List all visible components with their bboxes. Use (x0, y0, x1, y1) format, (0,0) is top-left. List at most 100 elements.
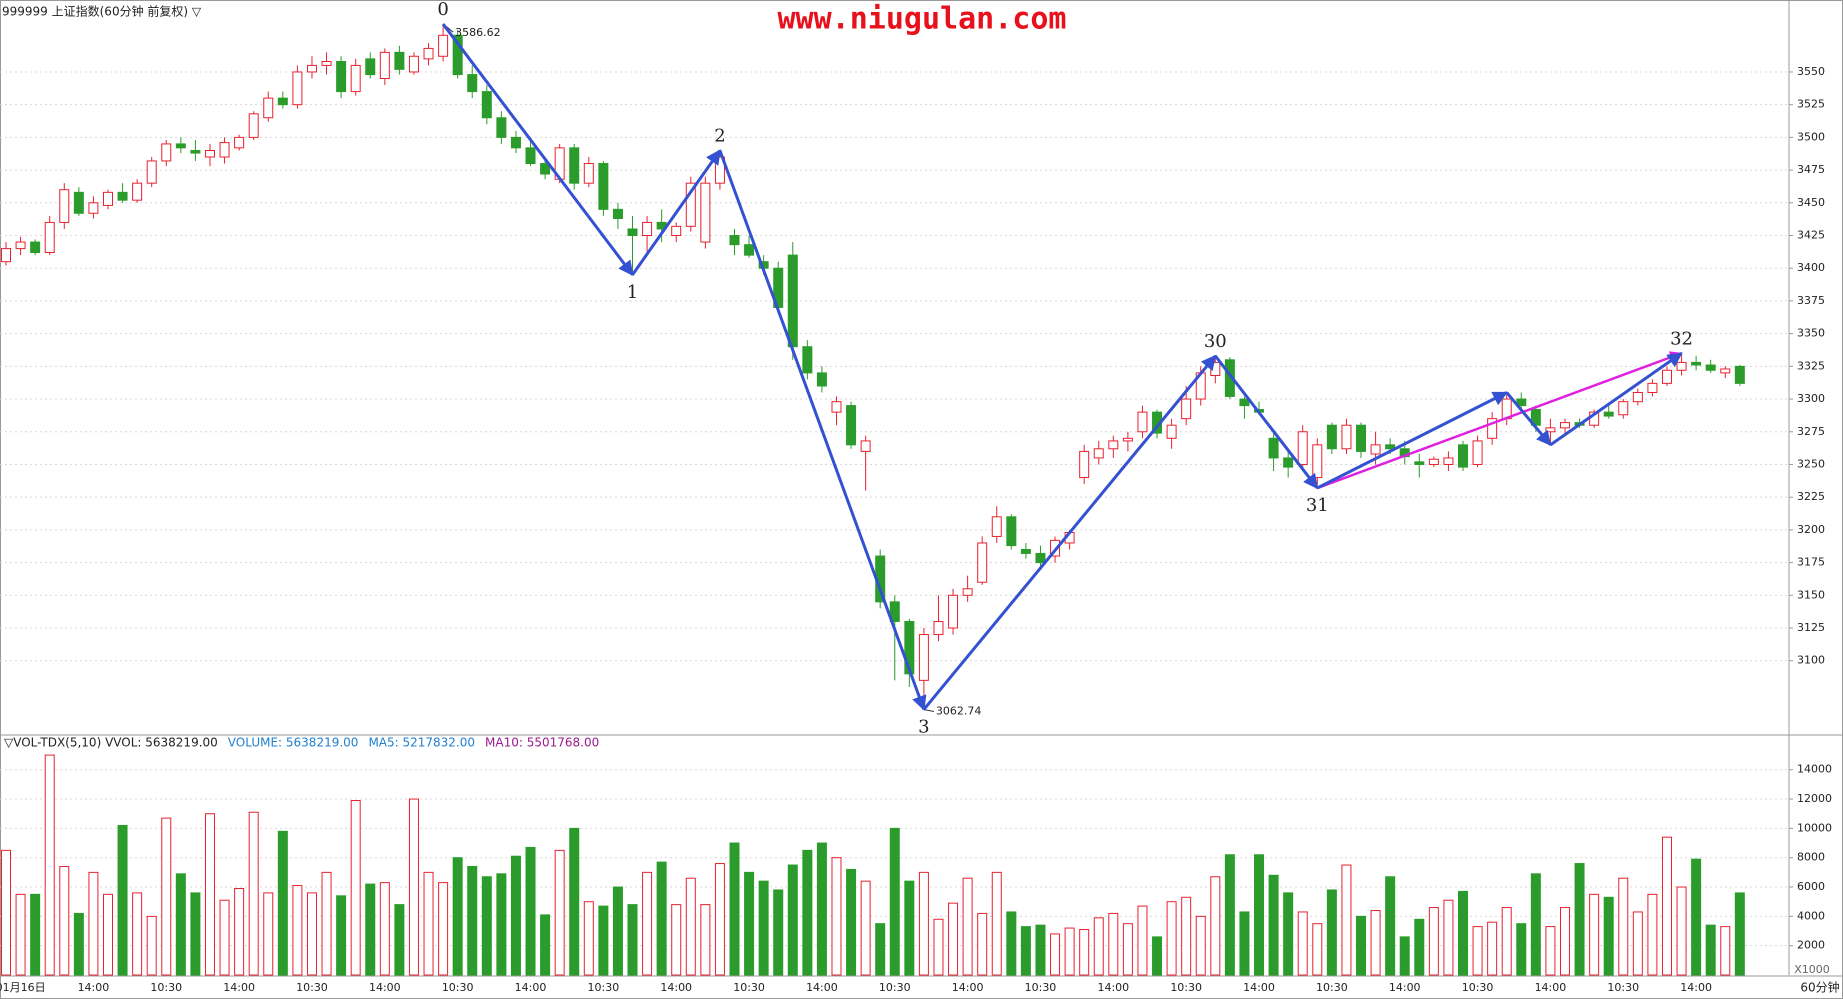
volume-bar (1166, 901, 1177, 976)
volume-bar (1458, 890, 1468, 976)
zigzag-arrow (718, 149, 927, 711)
volume-bar (700, 904, 711, 976)
y-tick-label: 3100 (1797, 654, 1825, 667)
candle-body (1661, 369, 1672, 384)
candle-body (671, 225, 682, 237)
candle-body (1691, 361, 1702, 366)
volume-bar (787, 864, 798, 976)
candle-body (1458, 444, 1468, 468)
volume-bar (1399, 936, 1410, 976)
candle-body (802, 346, 813, 374)
candle-body (423, 47, 434, 60)
x-tick-label: 14:00 (1243, 981, 1275, 994)
y-tick-label: 4000 (1797, 909, 1825, 922)
volume-bar (248, 811, 259, 976)
candle-body (1079, 450, 1090, 479)
volume-bar (1603, 896, 1614, 976)
candle-body (234, 136, 245, 149)
volume-bar (146, 915, 157, 976)
candle-body (438, 34, 449, 57)
volume-unit: X1000 (1794, 963, 1830, 976)
volume-bar (569, 827, 580, 976)
volume-bar (1020, 926, 1031, 976)
candle-body (496, 117, 507, 138)
candle-body (365, 58, 376, 76)
candle-body (933, 620, 944, 636)
candle-body (1734, 365, 1745, 384)
candle-body (394, 51, 405, 70)
volume-bar (656, 861, 667, 976)
candle-body (1618, 401, 1629, 416)
y-tick-label: 3125 (1797, 621, 1825, 634)
y-tick-label: 3300 (1797, 392, 1825, 405)
candle-body (481, 91, 492, 119)
candle-body (962, 588, 973, 596)
volume-bar (1122, 923, 1133, 976)
volume-bar (117, 824, 128, 976)
volume-bar (525, 846, 536, 976)
y-tick-label: 3175 (1797, 556, 1825, 569)
volume-bar (1035, 924, 1046, 976)
volume-bar (612, 886, 623, 976)
candle-body (846, 405, 857, 446)
candle-body (627, 228, 638, 237)
volume-bar (1618, 877, 1629, 976)
volume-bar (452, 857, 463, 976)
y-tick-label: 3350 (1797, 327, 1825, 340)
volume-bar (1268, 874, 1279, 976)
volume-header: ▽VOL-TDX(5,10) VVOL: 5638219.00 (4, 736, 218, 750)
volume-bar (671, 904, 682, 976)
volume-bar (1574, 863, 1585, 976)
volume-bar (1254, 854, 1265, 976)
volume-bar (918, 871, 929, 976)
candle-body (30, 241, 41, 254)
pivot-label: 1 (627, 282, 638, 303)
volume-bar (889, 827, 900, 976)
candle-body (1006, 516, 1017, 547)
candle-body (306, 64, 317, 73)
volume-bar (1064, 927, 1075, 976)
x-tick-label: 14:00 (806, 981, 838, 994)
x-tick-label: 10:30 (296, 981, 328, 994)
candle-body (1720, 368, 1731, 374)
volume-bar (44, 754, 55, 976)
candle-body (1020, 549, 1031, 554)
volume-bar (1137, 905, 1148, 976)
volume-bar (933, 918, 944, 976)
candle-body (408, 55, 419, 73)
candle-body (831, 401, 842, 413)
candle-body (1181, 398, 1192, 420)
pivot-label: 30 (1204, 331, 1227, 352)
volume-bar (1006, 911, 1017, 976)
watermark: www.niugulan.com (778, 2, 1067, 37)
volume-bar (1691, 858, 1702, 976)
candle-body (1647, 382, 1658, 394)
extreme-label: 3586.62 (455, 26, 501, 39)
volume-bar (991, 871, 1002, 976)
candle-body (1472, 440, 1483, 465)
candle-body (787, 254, 798, 348)
volume-bar (175, 873, 186, 976)
volume-bar (554, 849, 565, 976)
y-tick-label: 3475 (1797, 163, 1825, 176)
y-tick-label: 3275 (1797, 425, 1825, 438)
volume-bar (30, 893, 41, 976)
volume-bar (1108, 912, 1119, 976)
x-tick-label: 14:00 (1535, 981, 1567, 994)
volume-bar (962, 877, 973, 976)
volume-bar (1385, 876, 1396, 976)
candle-body (204, 149, 215, 158)
candle-body (889, 601, 900, 622)
candle-body (1545, 427, 1556, 433)
candle-body (860, 440, 871, 452)
candle-body (263, 97, 274, 119)
volume-bar (1093, 917, 1104, 976)
volume-bar (1079, 929, 1090, 976)
volume-bar (438, 882, 449, 976)
pivot-label: 3 (918, 716, 929, 737)
volume-bar (15, 893, 26, 976)
volume-bar (846, 868, 857, 976)
volume-bar (481, 876, 492, 976)
y-tick-label: 3450 (1797, 196, 1825, 209)
